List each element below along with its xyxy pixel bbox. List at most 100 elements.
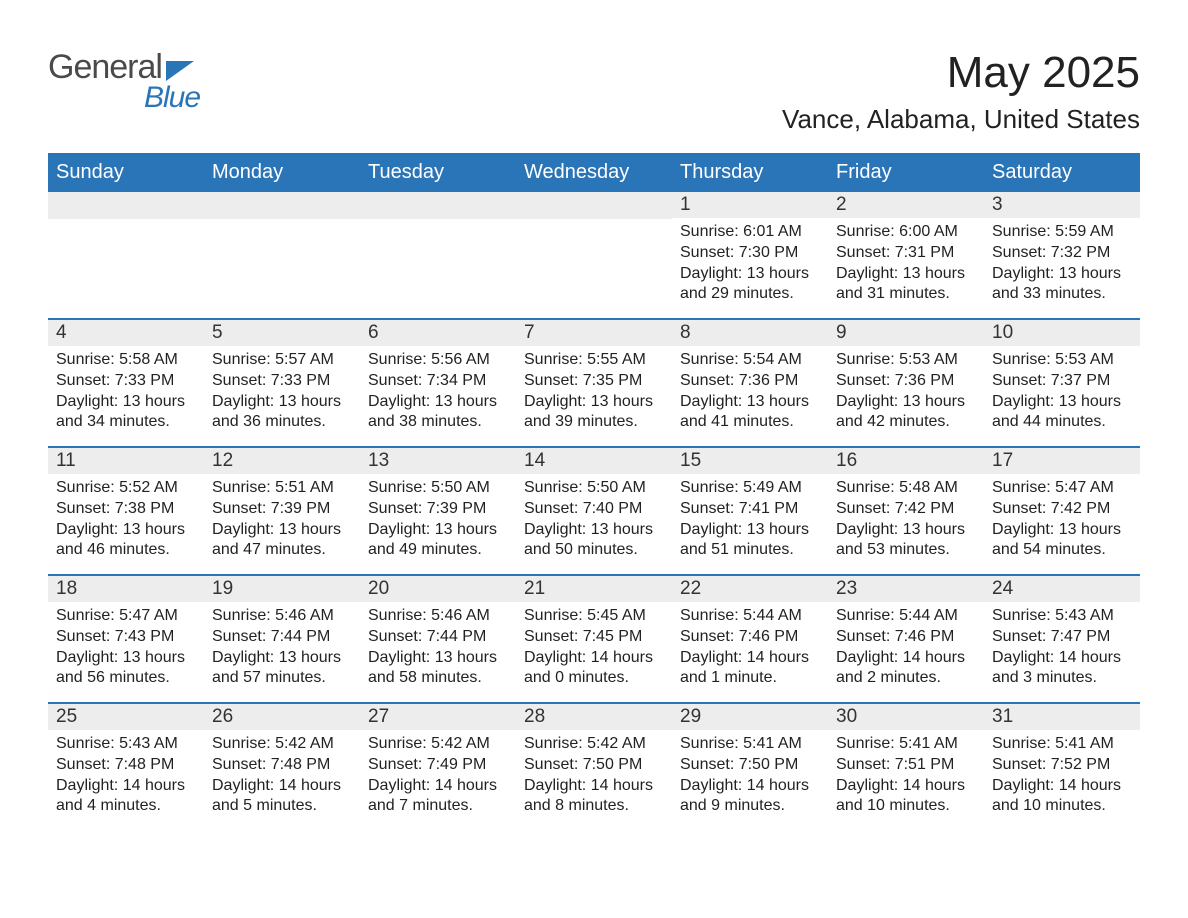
day-content: Sunrise: 5:51 AMSunset: 7:39 PMDaylight:… bbox=[204, 474, 360, 565]
logo-triangle-icon bbox=[166, 61, 194, 81]
day-number: 4 bbox=[48, 320, 204, 346]
day-sunset: Sunset: 7:40 PM bbox=[524, 499, 664, 520]
day-cell: 27Sunrise: 5:42 AMSunset: 7:49 PMDayligh… bbox=[360, 704, 516, 830]
day-daylight1: Daylight: 14 hours bbox=[524, 648, 664, 669]
day-daylight1: Daylight: 14 hours bbox=[992, 648, 1132, 669]
day-cell: 26Sunrise: 5:42 AMSunset: 7:48 PMDayligh… bbox=[204, 704, 360, 830]
day-daylight2: and 10 minutes. bbox=[836, 796, 976, 817]
day-daylight1: Daylight: 13 hours bbox=[992, 264, 1132, 285]
day-cell: 9 Sunrise: 5:53 AMSunset: 7:36 PMDaylight… bbox=[828, 320, 984, 446]
day-number: 9 bbox=[828, 320, 984, 346]
day-number: 16 bbox=[828, 448, 984, 474]
day-cell: 2Sunrise: 6:00 AMSunset: 7:31 PMDaylight… bbox=[828, 192, 984, 318]
weekday-label: Saturday bbox=[984, 155, 1140, 190]
day-sunrise: Sunrise: 5:52 AM bbox=[56, 478, 196, 499]
day-content: Sunrise: 5:42 AMSunset: 7:49 PMDaylight:… bbox=[360, 730, 516, 821]
day-sunrise: Sunrise: 5:45 AM bbox=[524, 606, 664, 627]
day-content: Sunrise: 5:50 AMSunset: 7:39 PMDaylight:… bbox=[360, 474, 516, 565]
week-row: 25Sunrise: 5:43 AMSunset: 7:48 PMDayligh… bbox=[48, 702, 1140, 830]
day-sunset: Sunset: 7:51 PM bbox=[836, 755, 976, 776]
day-daylight2: and 1 minute. bbox=[680, 668, 820, 689]
day-sunset: Sunset: 7:37 PM bbox=[992, 371, 1132, 392]
day-sunrise: Sunrise: 5:41 AM bbox=[992, 734, 1132, 755]
day-daylight1: Daylight: 14 hours bbox=[836, 648, 976, 669]
day-daylight1: Daylight: 14 hours bbox=[56, 776, 196, 797]
day-daylight2: and 8 minutes. bbox=[524, 796, 664, 817]
day-cell: 4Sunrise: 5:58 AMSunset: 7:33 PMDaylight… bbox=[48, 320, 204, 446]
day-sunset: Sunset: 7:52 PM bbox=[992, 755, 1132, 776]
header: General Blue May 2025 Vance, Alabama, Un… bbox=[48, 48, 1140, 135]
day-daylight1: Daylight: 14 hours bbox=[680, 648, 820, 669]
day-sunrise: Sunrise: 5:50 AM bbox=[368, 478, 508, 499]
day-sunset: Sunset: 7:30 PM bbox=[680, 243, 820, 264]
day-content: Sunrise: 5:50 AMSunset: 7:40 PMDaylight:… bbox=[516, 474, 672, 565]
day-sunrise: Sunrise: 5:41 AM bbox=[836, 734, 976, 755]
title-block: May 2025 Vance, Alabama, United States bbox=[782, 48, 1140, 135]
day-daylight1: Daylight: 13 hours bbox=[836, 264, 976, 285]
day-cell: 23Sunrise: 5:44 AMSunset: 7:46 PMDayligh… bbox=[828, 576, 984, 702]
day-content: Sunrise: 5:49 AMSunset: 7:41 PMDaylight:… bbox=[672, 474, 828, 565]
day-number bbox=[516, 192, 672, 219]
day-daylight1: Daylight: 13 hours bbox=[212, 392, 352, 413]
day-sunrise: Sunrise: 5:58 AM bbox=[56, 350, 196, 371]
day-sunrise: Sunrise: 5:49 AM bbox=[680, 478, 820, 499]
day-sunset: Sunset: 7:35 PM bbox=[524, 371, 664, 392]
day-content: Sunrise: 5:44 AMSunset: 7:46 PMDaylight:… bbox=[828, 602, 984, 693]
day-cell: 15Sunrise: 5:49 AMSunset: 7:41 PMDayligh… bbox=[672, 448, 828, 574]
day-cell: 31Sunrise: 5:41 AMSunset: 7:52 PMDayligh… bbox=[984, 704, 1140, 830]
day-daylight2: and 42 minutes. bbox=[836, 412, 976, 433]
day-sunset: Sunset: 7:39 PM bbox=[368, 499, 508, 520]
day-sunrise: Sunrise: 5:43 AM bbox=[992, 606, 1132, 627]
day-number: 20 bbox=[360, 576, 516, 602]
day-number: 12 bbox=[204, 448, 360, 474]
day-number: 14 bbox=[516, 448, 672, 474]
logo-text-blue: Blue bbox=[144, 81, 200, 115]
week-row: 18Sunrise: 5:47 AMSunset: 7:43 PMDayligh… bbox=[48, 574, 1140, 702]
day-cell bbox=[516, 192, 672, 318]
day-content: Sunrise: 5:47 AMSunset: 7:43 PMDaylight:… bbox=[48, 602, 204, 693]
day-sunrise: Sunrise: 5:53 AM bbox=[992, 350, 1132, 371]
day-cell: 3Sunrise: 5:59 AMSunset: 7:32 PMDaylight… bbox=[984, 192, 1140, 318]
day-sunset: Sunset: 7:49 PM bbox=[368, 755, 508, 776]
day-number: 8 bbox=[672, 320, 828, 346]
day-sunset: Sunset: 7:50 PM bbox=[680, 755, 820, 776]
day-content: Sunrise: 6:00 AMSunset: 7:31 PMDaylight:… bbox=[828, 218, 984, 309]
day-sunset: Sunset: 7:42 PM bbox=[992, 499, 1132, 520]
day-sunrise: Sunrise: 5:57 AM bbox=[212, 350, 352, 371]
day-sunset: Sunset: 7:33 PM bbox=[212, 371, 352, 392]
day-cell: 24Sunrise: 5:43 AMSunset: 7:47 PMDayligh… bbox=[984, 576, 1140, 702]
day-daylight2: and 3 minutes. bbox=[992, 668, 1132, 689]
day-daylight1: Daylight: 13 hours bbox=[212, 520, 352, 541]
day-daylight1: Daylight: 13 hours bbox=[836, 392, 976, 413]
day-sunset: Sunset: 7:38 PM bbox=[56, 499, 196, 520]
day-content: Sunrise: 5:43 AMSunset: 7:48 PMDaylight:… bbox=[48, 730, 204, 821]
logo: General Blue bbox=[48, 48, 200, 115]
day-content: Sunrise: 5:44 AMSunset: 7:46 PMDaylight:… bbox=[672, 602, 828, 693]
day-sunset: Sunset: 7:32 PM bbox=[992, 243, 1132, 264]
day-daylight2: and 49 minutes. bbox=[368, 540, 508, 561]
day-content: Sunrise: 5:57 AMSunset: 7:33 PMDaylight:… bbox=[204, 346, 360, 437]
day-number: 19 bbox=[204, 576, 360, 602]
weekday-label: Wednesday bbox=[516, 155, 672, 190]
day-content: Sunrise: 5:41 AMSunset: 7:51 PMDaylight:… bbox=[828, 730, 984, 821]
day-cell: 17Sunrise: 5:47 AMSunset: 7:42 PMDayligh… bbox=[984, 448, 1140, 574]
weekday-label: Friday bbox=[828, 155, 984, 190]
day-daylight2: and 46 minutes. bbox=[56, 540, 196, 561]
week-row: 11Sunrise: 5:52 AMSunset: 7:38 PMDayligh… bbox=[48, 446, 1140, 574]
day-daylight2: and 58 minutes. bbox=[368, 668, 508, 689]
day-sunrise: Sunrise: 5:47 AM bbox=[992, 478, 1132, 499]
day-daylight1: Daylight: 13 hours bbox=[368, 392, 508, 413]
day-daylight2: and 44 minutes. bbox=[992, 412, 1132, 433]
day-sunrise: Sunrise: 5:44 AM bbox=[836, 606, 976, 627]
day-cell: 21Sunrise: 5:45 AMSunset: 7:45 PMDayligh… bbox=[516, 576, 672, 702]
day-cell bbox=[48, 192, 204, 318]
day-sunrise: Sunrise: 5:53 AM bbox=[836, 350, 976, 371]
day-number: 17 bbox=[984, 448, 1140, 474]
day-sunrise: Sunrise: 5:42 AM bbox=[212, 734, 352, 755]
day-number: 22 bbox=[672, 576, 828, 602]
day-sunset: Sunset: 7:36 PM bbox=[836, 371, 976, 392]
day-number: 6 bbox=[360, 320, 516, 346]
day-number: 23 bbox=[828, 576, 984, 602]
day-cell: 6Sunrise: 5:56 AMSunset: 7:34 PMDaylight… bbox=[360, 320, 516, 446]
day-daylight1: Daylight: 14 hours bbox=[680, 776, 820, 797]
